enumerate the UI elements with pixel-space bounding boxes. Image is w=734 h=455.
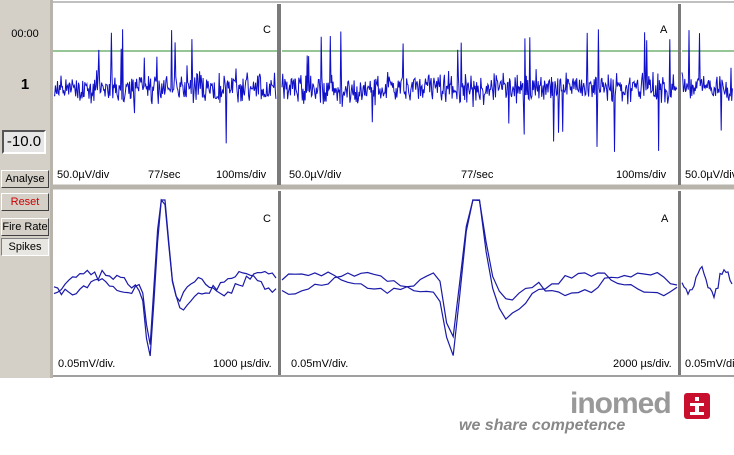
- raw-panel-divider-right[interactable]: [678, 4, 681, 185]
- raw-marker-left: C: [263, 24, 271, 36]
- threshold-value-field[interactable]: -10.0: [2, 130, 46, 154]
- spike-panel-divider-right[interactable]: [678, 191, 681, 375]
- spike-scale-right: 0.05mV/div.: [291, 358, 348, 370]
- raw-panel-divider[interactable]: [277, 4, 281, 185]
- spike-waveform-right-2: [281, 199, 678, 339]
- raw-scale-right: 50.0µV/div: [289, 169, 342, 181]
- raw-rate-left: 77/sec: [148, 169, 181, 181]
- raw-marker-right: A: [660, 24, 668, 36]
- time-readout: 00:00: [11, 28, 39, 40]
- brand-name: inomed: [570, 387, 672, 420]
- panel-divider: [50, 0, 53, 378]
- spike-scale-left: 0.05mV/div.: [58, 358, 115, 370]
- plot-svg: C A C A 50.0µV/div 77/sec 100ms/div 50.0…: [53, 1, 734, 377]
- channel-number: 1: [20, 76, 30, 93]
- raw-signal-trace-edge: [681, 30, 733, 131]
- raw-scale-edge: 50.0µV/div: [685, 169, 734, 181]
- spikes-tab[interactable]: Spikes: [1, 238, 49, 256]
- raw-rate-right: 77/sec: [461, 169, 494, 181]
- spike-marker-right: A: [661, 213, 669, 225]
- spike-marker-left: C: [263, 213, 271, 225]
- raw-signal-trace-left: [54, 29, 277, 144]
- inomed-brand-icon: [684, 393, 710, 419]
- raw-time-right: 100ms/div: [616, 169, 667, 181]
- spike-scale-edge: 0.05mV/div.: [685, 358, 734, 370]
- plot-area: C A C A 50.0µV/div 77/sec 100ms/div 50.0…: [53, 0, 734, 378]
- analyse-button[interactable]: Analyse: [1, 170, 49, 188]
- spike-time-left: 1000 µs/div.: [213, 358, 272, 370]
- left-control-panel: 00:00 1 -10.0 Analyse Reset Fire Rate Sp…: [0, 0, 50, 378]
- spike-waveform-edge: [681, 265, 733, 300]
- raw-signal-panel: [53, 4, 734, 185]
- spike-panel-divider[interactable]: [278, 191, 281, 375]
- raw-scale-left: 50.0µV/div: [57, 169, 110, 181]
- brand-tagline: we share competence: [459, 417, 626, 434]
- spike-time-right: 2000 µs/div.: [613, 358, 672, 370]
- spike-waveform-left-2: [53, 199, 277, 345]
- fire-rate-tab[interactable]: Fire Rate: [1, 218, 49, 236]
- reset-button[interactable]: Reset: [1, 193, 49, 211]
- inomed-logo: inomed we share competence: [456, 387, 726, 442]
- app-window: 00:00 1 -10.0 Analyse Reset Fire Rate Sp…: [0, 0, 734, 378]
- raw-signal-trace-right: [281, 29, 678, 152]
- raw-time-left: 100ms/div: [216, 169, 267, 181]
